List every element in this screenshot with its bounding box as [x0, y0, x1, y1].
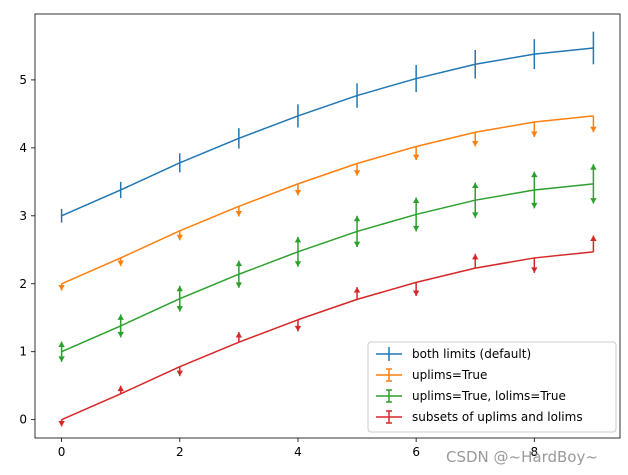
errorbar-1-3-arrow — [235, 210, 243, 217]
errorbar-2-6-arrow-down — [412, 225, 420, 232]
errorbar-1-9-arrow — [590, 126, 597, 133]
errorbar-1-1-arrow — [117, 260, 124, 267]
series-3 — [58, 235, 597, 427]
errorbar-2-3-arrow-down — [235, 282, 243, 288]
errorbar-3-3-arrow-up — [235, 332, 243, 338]
errorbar-2-5-arrow-up — [353, 215, 361, 222]
errorbar-3-8-arrow-down — [531, 267, 538, 273]
x-tick-label-6: 6 — [412, 445, 420, 459]
y-tick-label-2: 2 — [19, 277, 27, 291]
errorbar-2-5-arrow-down — [353, 241, 361, 248]
series-layer — [58, 31, 597, 427]
y-tick-label-4: 4 — [19, 141, 27, 155]
errorbar-2-9-arrow-down — [590, 198, 597, 204]
legend-entry-2: uplims=True, lolims=True — [376, 389, 566, 403]
series-line-1 — [61, 115, 594, 285]
legend-entry-3: subsets of uplims and lolims — [376, 410, 583, 424]
legend-label-1: uplims=True — [412, 368, 487, 382]
legend-entry-1: uplims=True — [376, 368, 487, 382]
errorbar-2-8-arrow-down — [531, 202, 538, 209]
series-1 — [58, 115, 597, 291]
errorbar-3-9-arrow-up — [590, 235, 597, 242]
errorbar-2-1-arrow-up — [117, 314, 124, 320]
axes-layer: 0 2 4 6 8 0 1 2 3 4 5 — [19, 13, 621, 459]
errorbar-2-1-arrow-down — [117, 331, 124, 338]
y-tick-label-3: 3 — [19, 209, 27, 223]
errorbar-3-0-arrow-down — [58, 420, 65, 427]
errorbar-2-7-arrow-up — [472, 182, 479, 189]
series-line-2 — [61, 183, 594, 353]
x-tick-label-2: 2 — [176, 445, 184, 459]
series-line-0 — [61, 47, 594, 217]
y-tick-label-5: 5 — [19, 73, 27, 87]
errorbar-2-7-arrow-down — [472, 212, 479, 218]
errorbar-1-8-arrow — [531, 131, 538, 137]
errorbar-2-4-arrow-down — [294, 261, 302, 267]
errorbar-1-2-arrow — [176, 234, 183, 241]
series-line-3 — [61, 251, 594, 421]
errorbar-1-0-arrow — [58, 285, 65, 291]
errorbar-2-8-arrow-up — [531, 171, 538, 178]
x-tick-label-0: 0 — [58, 445, 66, 459]
axes-frame — [34, 13, 621, 439]
errorbar-3-1-arrow-up — [117, 385, 124, 392]
errorbar-3-5-arrow-up — [353, 287, 361, 293]
errorbar-2-2-arrow-up — [176, 285, 183, 292]
errorbar-3-7-arrow-up — [472, 253, 479, 260]
x-tick-label-4: 4 — [294, 445, 302, 459]
errorbar-2-0-arrow-up — [58, 341, 65, 348]
y-tick-label-0: 0 — [19, 413, 27, 427]
legend-label-3: subsets of uplims and lolims — [412, 410, 583, 424]
errorbar-2-6-arrow-up — [412, 197, 420, 203]
errorbar-2-3-arrow-up — [235, 260, 243, 267]
errorbar-1-7-arrow — [472, 141, 479, 147]
y-tick-label-1: 1 — [19, 345, 27, 359]
legend-box — [367, 341, 617, 433]
errorbar-3-4-arrow-down — [294, 325, 302, 332]
errorbar-2-2-arrow-down — [176, 306, 183, 312]
errorbar-1-6-arrow — [412, 154, 420, 161]
errorbar-1-4-arrow — [294, 189, 302, 196]
errorbar-2-0-arrow-down — [58, 356, 65, 362]
watermark-text: CSDN @~HardBoy~ — [446, 448, 598, 466]
x-tick-label-8: 8 — [530, 445, 538, 459]
errorbar-3-6-arrow-down — [412, 290, 420, 296]
errorbar-3-2-arrow-down — [176, 370, 183, 377]
legend-entry-0: both limits (default) — [376, 347, 531, 361]
errorbar-2-4-arrow-up — [294, 236, 302, 243]
series-2 — [58, 164, 597, 362]
legend: both limits (default) uplims=True uplims=T… — [367, 341, 617, 433]
legend-label-0: both limits (default) — [412, 347, 531, 361]
legend-label-2: uplims=True, lolims=True — [412, 389, 566, 403]
errorbar-1-5-arrow — [353, 170, 361, 176]
errorbar-2-9-arrow-up — [590, 164, 597, 170]
series-0 — [60, 31, 595, 223]
